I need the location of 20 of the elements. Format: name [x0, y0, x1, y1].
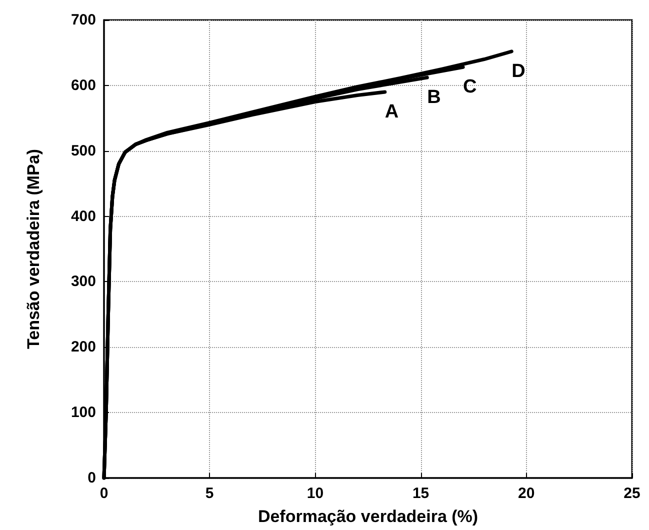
y-tick-label: 0	[88, 470, 96, 486]
y-tick-label: 100	[70, 404, 96, 422]
y-tick-label: 200	[70, 338, 96, 356]
y-axis-title: Tensão verdadeira (MPa)	[24, 149, 43, 349]
series-label: A	[384, 101, 399, 122]
x-tick-label: 20	[518, 485, 535, 502]
y-tick-label: 700	[70, 12, 96, 28]
y-tick-label: 400	[70, 208, 96, 225]
series-label: D	[512, 60, 526, 82]
x-tick-label: 25	[624, 485, 640, 502]
x-tick-label: 10	[306, 485, 324, 502]
x-tick-label: 0	[100, 485, 108, 502]
x-tick-label: 5	[205, 485, 214, 502]
x-axis-title: Deformação verdadeira (%)	[258, 507, 478, 526]
series-label: B	[427, 87, 441, 108]
x-tick-label: 15	[412, 485, 430, 502]
y-tick-label: 500	[70, 142, 96, 160]
y-tick-label: 600	[70, 76, 96, 94]
series-label: C	[463, 76, 478, 98]
y-tick-label: 300	[70, 273, 96, 290]
